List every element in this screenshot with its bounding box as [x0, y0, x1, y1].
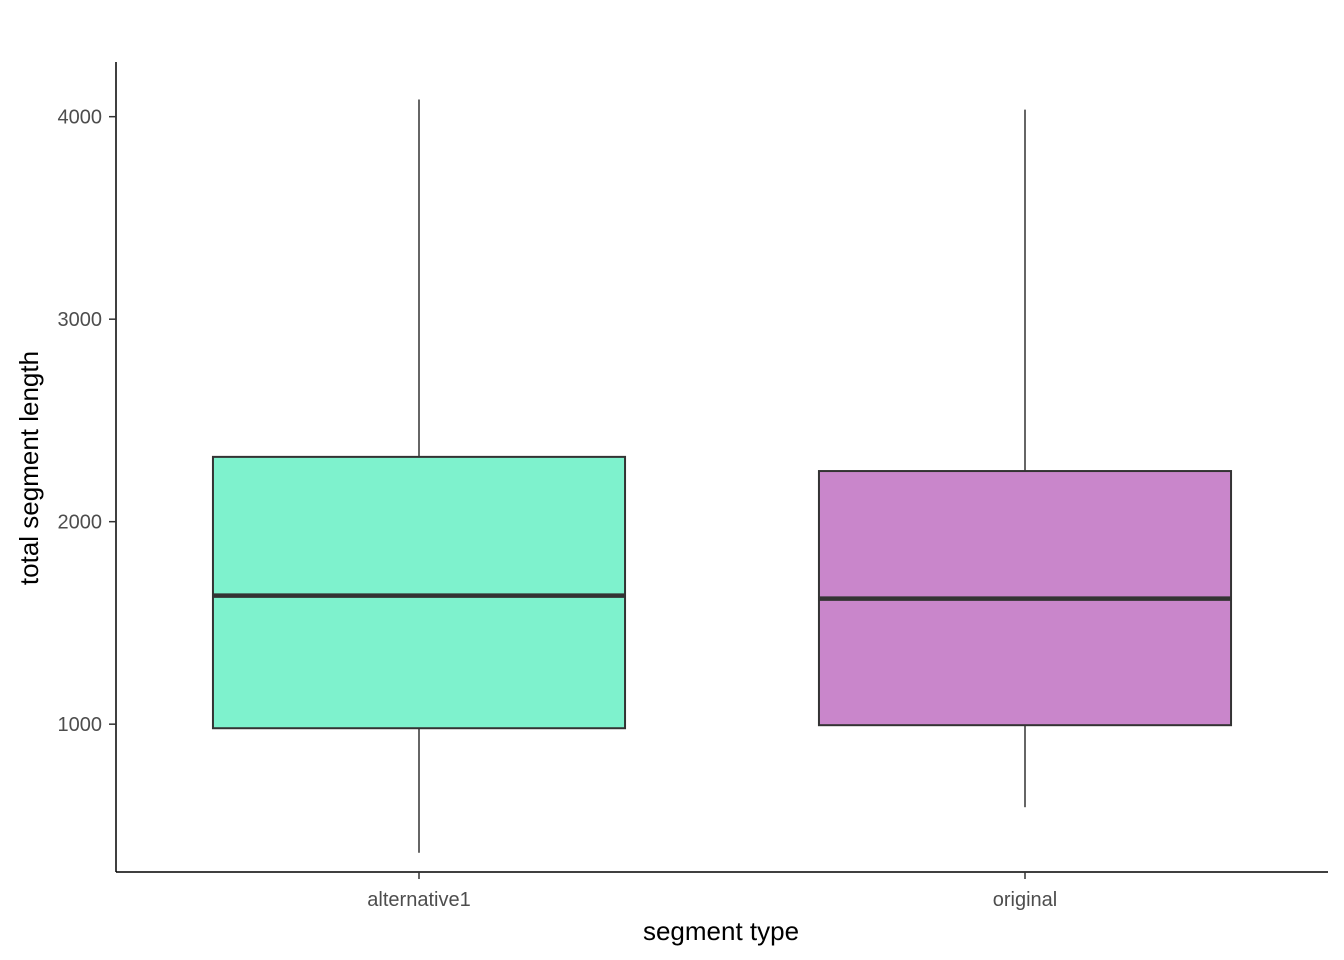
- y-tick-label: 1000: [58, 714, 103, 736]
- x-axis-title: segment type: [643, 916, 799, 946]
- y-tick-label: 4000: [58, 107, 103, 129]
- box-alternative1: [211, 455, 627, 730]
- x-tick-label-alternative1: alternative1: [367, 889, 470, 911]
- y-tick-label: 3000: [58, 309, 103, 331]
- y-axis-title: total segment length: [14, 351, 44, 585]
- y-axis: 1000 2000 3000 4000: [58, 62, 117, 872]
- plot-area: [211, 99, 1233, 853]
- x-tick-label-original: original: [993, 889, 1057, 911]
- x-axis: alternative1 original: [116, 871, 1328, 911]
- y-tick-label: 2000: [58, 512, 103, 534]
